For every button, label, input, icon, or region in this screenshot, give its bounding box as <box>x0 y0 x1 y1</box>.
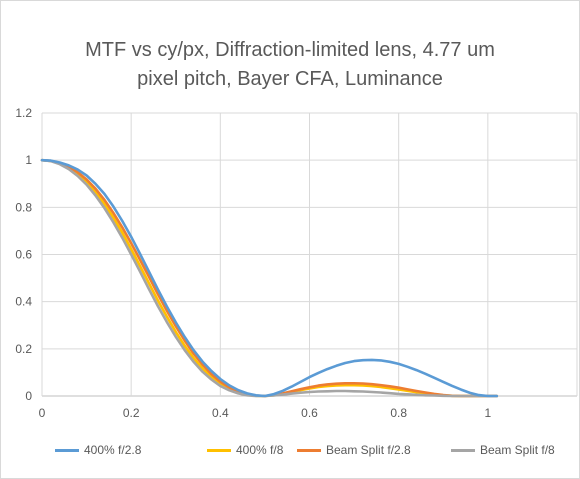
x-tick-label: 1 <box>484 406 491 420</box>
legend-item: Beam Split f/8 <box>451 441 555 459</box>
chart-title-line-1: MTF vs cy/px, Diffraction-limited lens, … <box>85 39 495 61</box>
x-tick-label: 0.6 <box>301 406 318 420</box>
legend-label: 400% f/8 <box>236 443 284 457</box>
legend-label: 400% f/2.8 <box>84 443 142 457</box>
y-tick-label: 1.2 <box>15 106 32 120</box>
legend-swatch <box>55 448 79 452</box>
legend-swatch <box>207 448 231 452</box>
series-line-2 <box>40 158 499 398</box>
legend-swatch <box>297 448 321 452</box>
series-line-1 <box>40 158 499 398</box>
x-tick-label: 0.2 <box>123 406 140 420</box>
y-tick-label: 0 <box>25 389 32 403</box>
y-tick-label: 1 <box>25 153 32 167</box>
chart-title-line-2: pixel pitch, Bayer CFA, Luminance <box>137 68 443 90</box>
series-line-3 <box>40 158 499 398</box>
legend-label: Beam Split f/8 <box>480 443 555 457</box>
x-tick-label: 0.4 <box>212 406 229 420</box>
series-line-4 <box>40 158 499 398</box>
y-tick-label: 0.2 <box>15 342 32 356</box>
chart-title: MTF vs cy/px, Diffraction-limited lens, … <box>0 36 580 94</box>
chart-legend: 400% f/2.8 400% f/8 Beam Split f/2.8 Beam S… <box>0 441 580 459</box>
legend-item: Beam Split f/2.8 <box>297 441 411 459</box>
y-tick-label: 0.4 <box>15 295 32 309</box>
y-tick-label: 0.6 <box>15 248 32 262</box>
x-tick-label: 0 <box>39 406 46 420</box>
legend-label: Beam Split f/2.8 <box>326 443 411 457</box>
legend-item: 400% f/2.8 <box>55 441 141 459</box>
x-tick-label: 0.8 <box>390 406 407 420</box>
legend-item: 400% f/8 <box>207 441 283 459</box>
y-tick-label: 0.8 <box>15 200 32 214</box>
legend-swatch <box>451 448 475 452</box>
